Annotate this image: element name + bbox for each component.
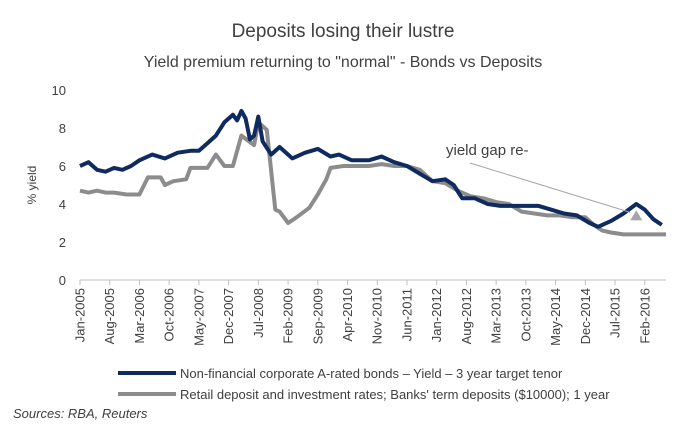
x-tick-label: Feb-2009 bbox=[281, 288, 296, 344]
annotation-text: yield gap re- bbox=[446, 142, 529, 159]
x-tick-label: Sep-2009 bbox=[310, 288, 325, 344]
x-tick-label: Dec-2014 bbox=[578, 288, 593, 344]
y-tick-label: 0 bbox=[59, 273, 66, 288]
x-tick-label: Dec-2007 bbox=[221, 288, 236, 344]
y-tick-label: 10 bbox=[52, 83, 66, 98]
y-tick-label: 2 bbox=[59, 235, 66, 250]
x-tick-label: Jul-2008 bbox=[251, 288, 266, 338]
x-tick-label: Aug-2005 bbox=[102, 288, 117, 344]
annotation: yield gap re- bbox=[446, 142, 643, 221]
chart-subtitle: Yield premium returning to "normal" - Bo… bbox=[144, 54, 542, 71]
x-tick-label: Jun-2011 bbox=[399, 288, 414, 341]
series-layer bbox=[79, 108, 666, 237]
y-tick-label: 6 bbox=[59, 159, 66, 174]
legend-label-bonds: Non-financial corporate A-rated bonds – … bbox=[180, 366, 563, 381]
chart-title: Deposits losing their lustre bbox=[232, 21, 455, 42]
y-tick-label: 8 bbox=[59, 121, 66, 136]
x-tick-label: Jan-2012 bbox=[429, 288, 444, 342]
legend-label-deposits: Retail deposit and investment rates; Ban… bbox=[180, 387, 610, 402]
x-tick-label: Jul-2015 bbox=[608, 288, 623, 338]
x-tick-label: Jan-2005 bbox=[73, 288, 88, 342]
x-tick-label: May-2007 bbox=[191, 288, 206, 346]
series-line-deposits bbox=[79, 120, 666, 237]
x-tick-label: Oct-2006 bbox=[162, 288, 177, 341]
y-axis-label: % yield bbox=[25, 166, 39, 205]
source-note: Sources: RBA, Reuters bbox=[13, 406, 148, 421]
legend: Non-financial corporate A-rated bonds – … bbox=[118, 366, 610, 402]
x-tick-label: Mar-2013 bbox=[489, 288, 504, 344]
x-tick-label: Feb-2016 bbox=[637, 288, 652, 344]
series-line-bonds bbox=[79, 108, 663, 229]
annotation-arrow-head bbox=[630, 210, 643, 221]
x-tick-label: Nov-2010 bbox=[370, 288, 385, 344]
x-tick-label: May-2014 bbox=[548, 288, 563, 346]
x-tick-label: Mar-2006 bbox=[132, 288, 147, 344]
x-tick-label: Oct-2013 bbox=[518, 288, 533, 341]
x-axis: Jan-2005 Aug-2005 Mar-2006 Oct-2006 May-2007… bbox=[73, 279, 666, 346]
y-axis: 0 2 4 6 8 10 bbox=[52, 83, 66, 288]
y-tick-label: 4 bbox=[59, 197, 66, 212]
x-tick-label: Aug-2012 bbox=[459, 288, 474, 344]
x-tick-label: Apr-2010 bbox=[340, 288, 355, 341]
annotation-arrow-line bbox=[469, 162, 631, 213]
